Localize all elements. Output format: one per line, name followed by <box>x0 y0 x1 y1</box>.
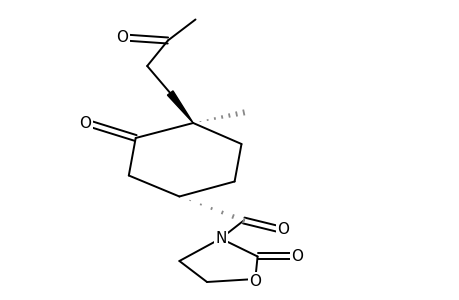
Text: O: O <box>79 116 91 130</box>
Text: O: O <box>249 274 261 289</box>
Text: N: N <box>215 231 226 246</box>
Polygon shape <box>167 91 193 123</box>
Text: O: O <box>277 222 289 237</box>
Text: O: O <box>291 249 303 264</box>
Text: O: O <box>116 30 128 45</box>
